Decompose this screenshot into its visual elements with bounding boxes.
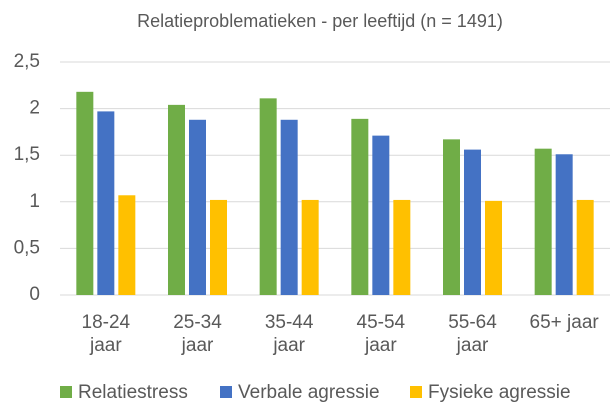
bar [76, 91, 94, 295]
bar [351, 118, 369, 296]
bar [97, 111, 115, 295]
bar [372, 135, 390, 295]
bar [443, 139, 460, 295]
y-tick-label: 0 [29, 284, 40, 305]
bar [168, 104, 185, 295]
x-tick-label: 65+ jaar [529, 312, 599, 333]
legend-swatch [220, 386, 232, 398]
bar [210, 199, 227, 295]
bar [189, 119, 206, 295]
bar [301, 199, 319, 295]
bar [534, 148, 552, 295]
legend-label: Relatiestress [78, 382, 188, 403]
x-tick-label: 35-44 jaar [264, 312, 314, 356]
legend-swatch [60, 386, 72, 398]
bar [464, 149, 481, 295]
y-tick-label: 2 [29, 98, 40, 119]
bar [393, 199, 411, 295]
x-tick-label: 18-24 jaar [81, 312, 131, 356]
legend-label: Verbale agressie [238, 382, 380, 403]
chart-title: Relatieproblematieken - per leeftijd (n … [137, 11, 503, 31]
bar [280, 119, 298, 295]
x-tick-label: 25-34 jaar [173, 312, 222, 356]
legend-label: Fysieke agressie [428, 382, 571, 403]
legend-swatch [410, 386, 422, 398]
x-tick-label: 45-54 jaar [356, 312, 406, 356]
bar [118, 195, 136, 295]
bar [259, 98, 277, 296]
bar [485, 200, 502, 295]
x-tick-label: 55-64 jaar [448, 312, 497, 356]
y-tick-label: 2,5 [14, 51, 40, 72]
bar [576, 199, 594, 295]
y-tick-label: 1 [29, 191, 40, 212]
y-tick-label: 1,5 [14, 144, 40, 165]
y-tick-label: 0,5 [14, 237, 40, 258]
bar [555, 154, 573, 295]
